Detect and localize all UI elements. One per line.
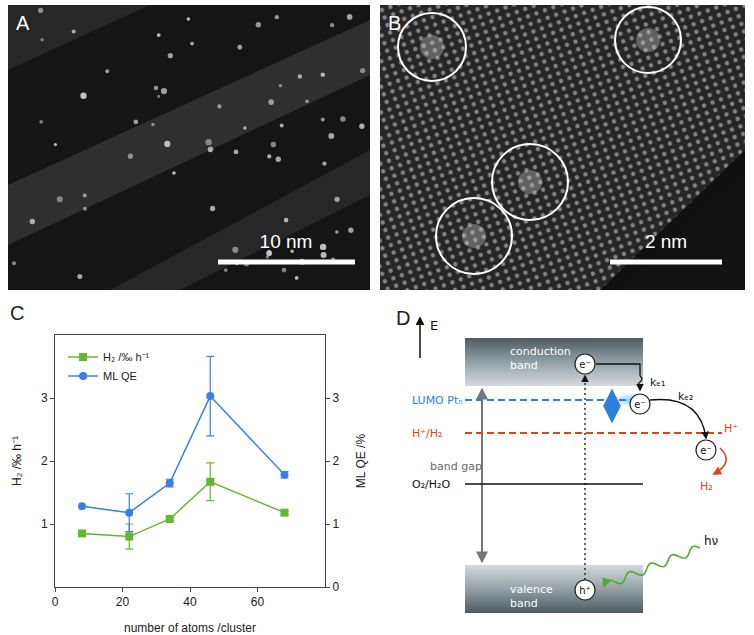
svg-text:3: 3 bbox=[41, 391, 48, 405]
svg-text:kₑ₁: kₑ₁ bbox=[650, 376, 665, 389]
svg-text:H₂ /‰ h⁻¹: H₂ /‰ h⁻¹ bbox=[103, 351, 150, 363]
svg-text:0: 0 bbox=[332, 580, 339, 594]
svg-text:B: B bbox=[388, 12, 401, 34]
svg-text:H₂ /‰ h⁻¹: H₂ /‰ h⁻¹ bbox=[10, 436, 24, 486]
svg-text:ML QE /%: ML QE /% bbox=[354, 434, 368, 489]
svg-text:e⁻: e⁻ bbox=[700, 445, 711, 456]
svg-text:20: 20 bbox=[116, 595, 130, 609]
svg-text:2 nm: 2 nm bbox=[645, 231, 687, 252]
svg-text:D: D bbox=[396, 307, 410, 329]
html-text:C: C bbox=[10, 302, 25, 324]
svg-text:2: 2 bbox=[332, 454, 339, 468]
svg-text:valence: valence bbox=[510, 583, 553, 596]
svg-text:O₂/H₂O: O₂/H₂O bbox=[412, 478, 450, 491]
svg-text:band: band bbox=[510, 597, 538, 610]
svg-text:kₑ₂: kₑ₂ bbox=[678, 390, 693, 403]
svg-text:h⁺: h⁺ bbox=[579, 585, 591, 596]
svg-text:1: 1 bbox=[41, 517, 48, 531]
svg-text:e⁻: e⁻ bbox=[579, 359, 590, 370]
svg-text:ML QE: ML QE bbox=[103, 370, 137, 382]
svg-text:2: 2 bbox=[41, 454, 48, 468]
svg-text:band gap: band gap bbox=[430, 460, 482, 473]
svg-text:LUMO Ptₙ: LUMO Ptₙ bbox=[412, 394, 463, 407]
svg-text:40: 40 bbox=[183, 595, 197, 609]
svg-text:H⁺: H⁺ bbox=[724, 422, 738, 435]
svg-text:A: A bbox=[16, 12, 30, 34]
svg-text:10 nm: 10 nm bbox=[260, 231, 313, 252]
svg-text:number of atoms /cluster: number of atoms /cluster bbox=[124, 621, 256, 635]
svg-text:0: 0 bbox=[52, 595, 59, 609]
svg-text:H₂: H₂ bbox=[700, 480, 713, 493]
svg-text:e⁻: e⁻ bbox=[634, 399, 645, 410]
svg-text:conduction: conduction bbox=[510, 345, 571, 358]
svg-text:H⁺/H₂: H⁺/H₂ bbox=[412, 427, 442, 440]
svg-text:3: 3 bbox=[332, 391, 339, 405]
svg-text:1: 1 bbox=[332, 517, 339, 531]
svg-text:E: E bbox=[430, 318, 438, 333]
svg-text:hν: hν bbox=[704, 534, 719, 548]
svg-text:60: 60 bbox=[251, 595, 265, 609]
svg-text:band: band bbox=[510, 359, 538, 372]
